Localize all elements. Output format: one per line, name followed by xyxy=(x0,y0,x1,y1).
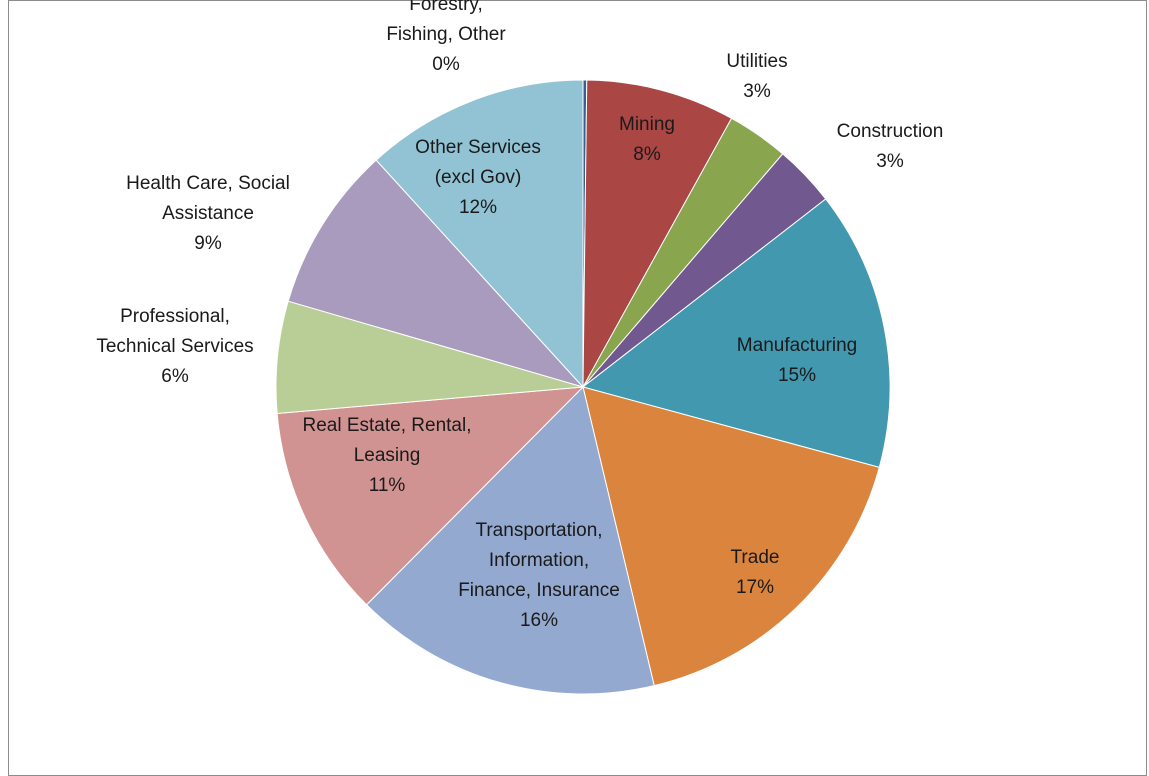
slice-label-line: 3% xyxy=(876,151,904,172)
slice-label-line: 12% xyxy=(459,197,497,218)
slice-label: Utilities 3% xyxy=(726,51,787,102)
slice-label: Mining 8% xyxy=(619,114,675,165)
pie-slice xyxy=(365,386,655,695)
slice-label-line: 8% xyxy=(633,144,661,165)
slice-label-line: Trade xyxy=(731,547,780,568)
slice-label-line: (excl Gov) xyxy=(435,167,522,188)
slice-label: Real Estate, Rental, Leasing 11% xyxy=(303,415,472,496)
pie-slices xyxy=(275,79,891,695)
slice-label-line: 16% xyxy=(520,610,558,631)
slice-label-line: Utilities xyxy=(726,51,787,72)
slice-label-line: Professional, xyxy=(120,306,230,327)
pie-slice xyxy=(276,386,585,606)
slice-label-line: Other Services xyxy=(415,137,541,158)
pie-slice xyxy=(287,159,585,388)
slice-label: Professional, Technical Services 6% xyxy=(96,306,253,387)
slice-label-line: 3% xyxy=(743,81,771,102)
slice-label-line: Assistance xyxy=(162,203,254,224)
slice-label-line: 11% xyxy=(369,475,406,496)
slice-label: Manufacturing 15% xyxy=(737,335,857,386)
slice-label-line: Technical Services xyxy=(96,336,253,357)
slice-label-line: Forestry, xyxy=(409,0,483,15)
slice-label-line: 15% xyxy=(778,365,816,386)
pie-slice xyxy=(581,198,891,468)
slice-label-line: Mining xyxy=(619,114,675,135)
slice-label-line: Transportation, xyxy=(475,520,602,541)
slice-label: Transportation, Information, Finance, Insu… xyxy=(458,520,620,631)
slice-label: Trade 17% xyxy=(731,547,780,598)
slice-label-line: Leasing xyxy=(354,445,421,466)
slice-label-line: 6% xyxy=(161,366,189,387)
slice-label: Forestry, Fishing, Other 0% xyxy=(386,0,506,75)
pie-labels: Forestry, Fishing, Other 0% Mining 8% Utiliti… xyxy=(96,0,943,631)
slice-label-line: Health Care, Social xyxy=(126,173,290,194)
slice-label-line: 0% xyxy=(432,54,460,75)
pie-slice xyxy=(582,386,880,687)
slice-label-line: Information, xyxy=(489,550,589,571)
slice-label-line: 9% xyxy=(194,233,222,254)
slice-label-line: Construction xyxy=(837,121,944,142)
slice-label-line: Real Estate, Rental, xyxy=(303,415,472,436)
slice-label-line: Manufacturing xyxy=(737,335,857,356)
pie-slice xyxy=(375,79,584,389)
pie-slice xyxy=(582,79,733,388)
slice-label: Health Care, Social Assistance 9% xyxy=(126,173,290,254)
slice-label-line: Finance, Insurance xyxy=(458,580,620,601)
slice-label-line: 17% xyxy=(736,577,774,598)
slice-label: Other Services (excl Gov) 12% xyxy=(415,137,541,218)
slice-label-line: Fishing, Other xyxy=(386,24,506,45)
slice-label: Construction 3% xyxy=(837,121,944,172)
